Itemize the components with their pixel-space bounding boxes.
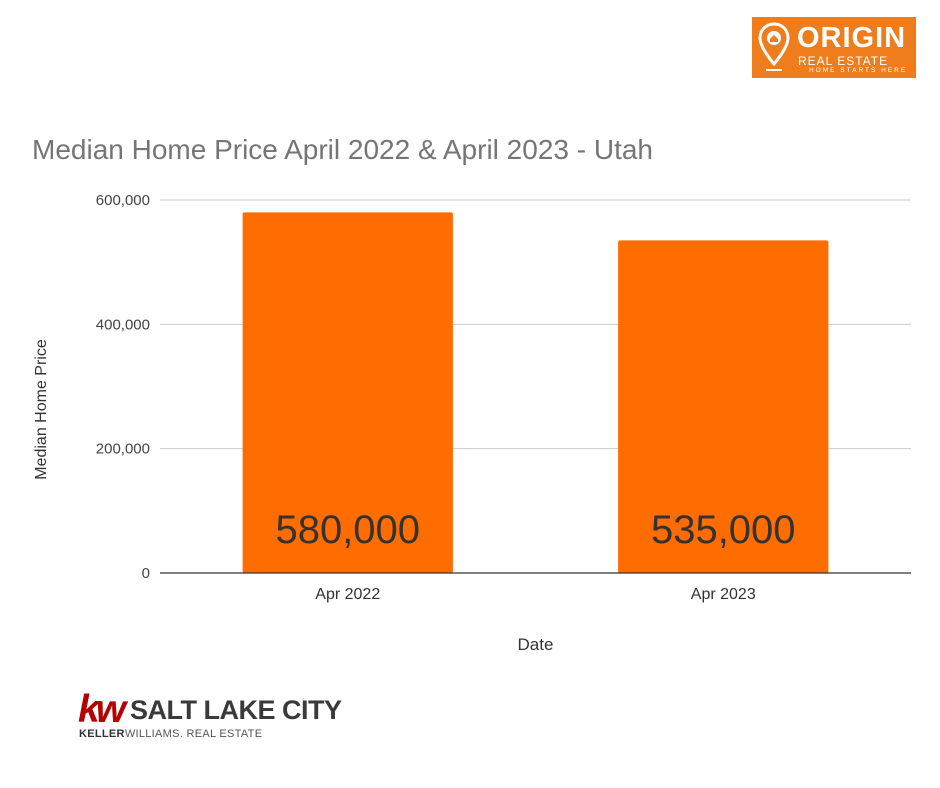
y-axis-label: Median Home Price <box>33 339 50 480</box>
x-axis-ticks: Apr 2022 Apr 2023 <box>315 586 756 603</box>
kw-brand: KELLERWILLIAMS. REAL ESTATE <box>79 729 262 740</box>
bars <box>242 212 829 574</box>
y-tick-label: 400,000 <box>96 316 150 333</box>
x-tick-label: Apr 2023 <box>691 586 756 603</box>
bar <box>242 212 453 573</box>
origin-real-estate-logo: ORIGIN REAL ESTATE HOME STARTS HERE <box>752 17 916 78</box>
x-tick-label: Apr 2022 <box>315 586 380 603</box>
kw-city: SALT LAKE CITY <box>130 695 342 725</box>
data-labels: 580,000 535,000 <box>275 508 795 552</box>
data-label: 580,000 <box>275 508 420 552</box>
origin-logo-name: ORIGIN <box>797 22 907 54</box>
y-tick-label: 600,000 <box>96 192 150 209</box>
origin-logo-tagline: HOME STARTS HERE <box>809 67 908 74</box>
data-label: 535,000 <box>651 508 796 552</box>
chart-title: Median Home Price April 2022 & April 202… <box>32 134 653 165</box>
y-tick-label: 0 <box>142 565 150 582</box>
kw-brand-bold: KELLER <box>79 728 125 740</box>
y-tick-label: 200,000 <box>96 441 150 458</box>
kw-brand-rest: WILLIAMS. REAL ESTATE <box>124 728 263 740</box>
origin-logo-subtitle: REAL ESTATE <box>798 54 889 68</box>
x-axis-label: Date <box>518 635 554 654</box>
y-axis-ticks: 0 200,000 400,000 600,000 <box>96 192 150 582</box>
bar <box>618 240 829 574</box>
location-pin-icon <box>758 22 790 71</box>
kw-mark: kw <box>78 688 126 731</box>
